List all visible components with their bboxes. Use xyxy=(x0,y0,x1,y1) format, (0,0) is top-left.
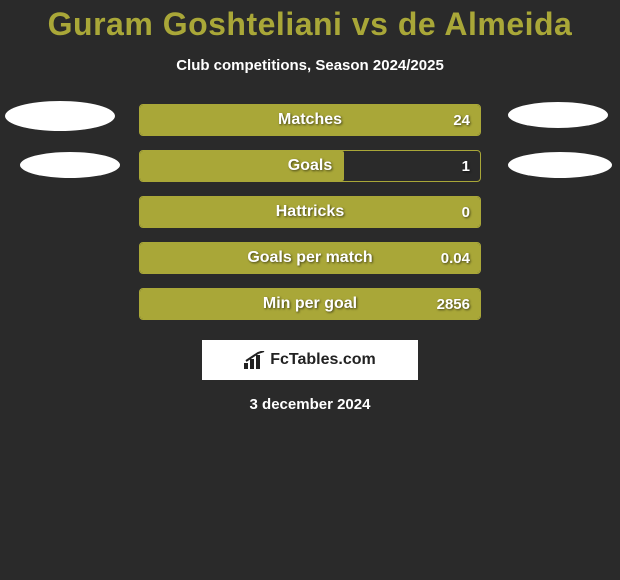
stat-bar: Goals1 xyxy=(139,150,481,182)
date-label: 3 december 2024 xyxy=(0,396,620,413)
stat-bar: Matches24 xyxy=(139,104,481,136)
attribution-box: FcTables.com xyxy=(202,340,418,380)
player-avatar-left-1 xyxy=(5,101,115,131)
chart-icon xyxy=(244,351,266,369)
attribution-text: FcTables.com xyxy=(270,351,376,369)
page-root: Guram Goshteliani vs de Almeida Club com… xyxy=(0,0,620,580)
stat-bar: Hattricks0 xyxy=(139,196,481,228)
stat-bar-label: Goals per match xyxy=(140,243,480,273)
stat-bar-value: 0.04 xyxy=(441,243,470,273)
stat-bar-label: Goals xyxy=(140,151,480,181)
player-avatar-right-2 xyxy=(508,152,612,178)
content-area: Matches24 Goals1 Hattricks0 Goals per match… xyxy=(0,104,620,413)
attribution-brand: FcTables.com xyxy=(244,351,376,369)
stat-bar: Min per goal2856 xyxy=(139,288,481,320)
stat-bar-label: Matches xyxy=(140,105,480,135)
page-title: Guram Goshteliani vs de Almeida xyxy=(0,0,620,43)
stat-bar: Goals per match0.04 xyxy=(139,242,481,274)
player-avatar-left-2 xyxy=(20,152,120,178)
stat-bar-label: Min per goal xyxy=(140,289,480,319)
stat-bar-value: 0 xyxy=(462,197,470,227)
subtitle: Club competitions, Season 2024/2025 xyxy=(0,57,620,74)
stat-bar-value: 2856 xyxy=(437,289,470,319)
stat-bar-value: 1 xyxy=(462,151,470,181)
stat-bar-value: 24 xyxy=(453,105,470,135)
player-avatar-right-1 xyxy=(508,102,608,128)
stat-bars: Matches24 Goals1 Hattricks0 Goals per match… xyxy=(139,104,481,320)
stat-bar-label: Hattricks xyxy=(140,197,480,227)
